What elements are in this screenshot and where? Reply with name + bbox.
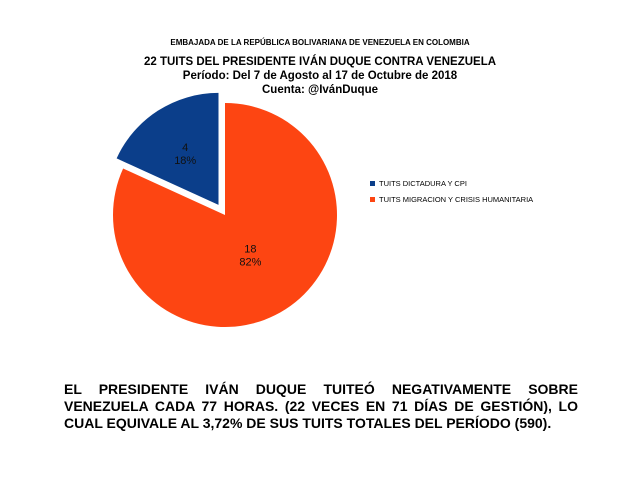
legend-label: TUITS MIGRACION Y CRISIS HUMANITARIA xyxy=(379,194,534,204)
slice-value-label: 4 xyxy=(182,142,188,154)
chart-account: Cuenta: @IvánDuque xyxy=(262,84,378,96)
pie-slice xyxy=(113,103,337,328)
legend-label: TUITS DICTADURA Y CPI xyxy=(379,178,467,188)
chart-title: 22 TUITS DEL PRESIDENTE IVÁN DUQUE CONTR… xyxy=(143,56,497,68)
legend-swatch-1 xyxy=(370,196,375,202)
chart-legend: TUITS DICTADURA Y CPI TUITS MIGRACION Y … xyxy=(370,175,533,207)
slice-percent-label: 18% xyxy=(174,155,196,167)
legend-item: TUITS DICTADURA Y CPI xyxy=(370,175,533,191)
embassy-header: EMBAJADA DE LA REPÚBLICA BOLIVARIANA DE … xyxy=(170,38,470,47)
slice-percent-label: 82% xyxy=(239,257,261,269)
legend-swatch-0 xyxy=(370,180,375,186)
legend-item: TUITS MIGRACION Y CRISIS HUMANITARIA xyxy=(370,191,533,207)
chart-period: Período: Del 7 de Agosto al 17 de Octubr… xyxy=(182,70,458,82)
summary-text: EL PRESIDENTE IVÁN DUQUE TUITEÓ NEGATIVA… xyxy=(64,381,578,431)
slice-value-label: 18 xyxy=(244,244,256,256)
pie-slice xyxy=(116,92,219,205)
